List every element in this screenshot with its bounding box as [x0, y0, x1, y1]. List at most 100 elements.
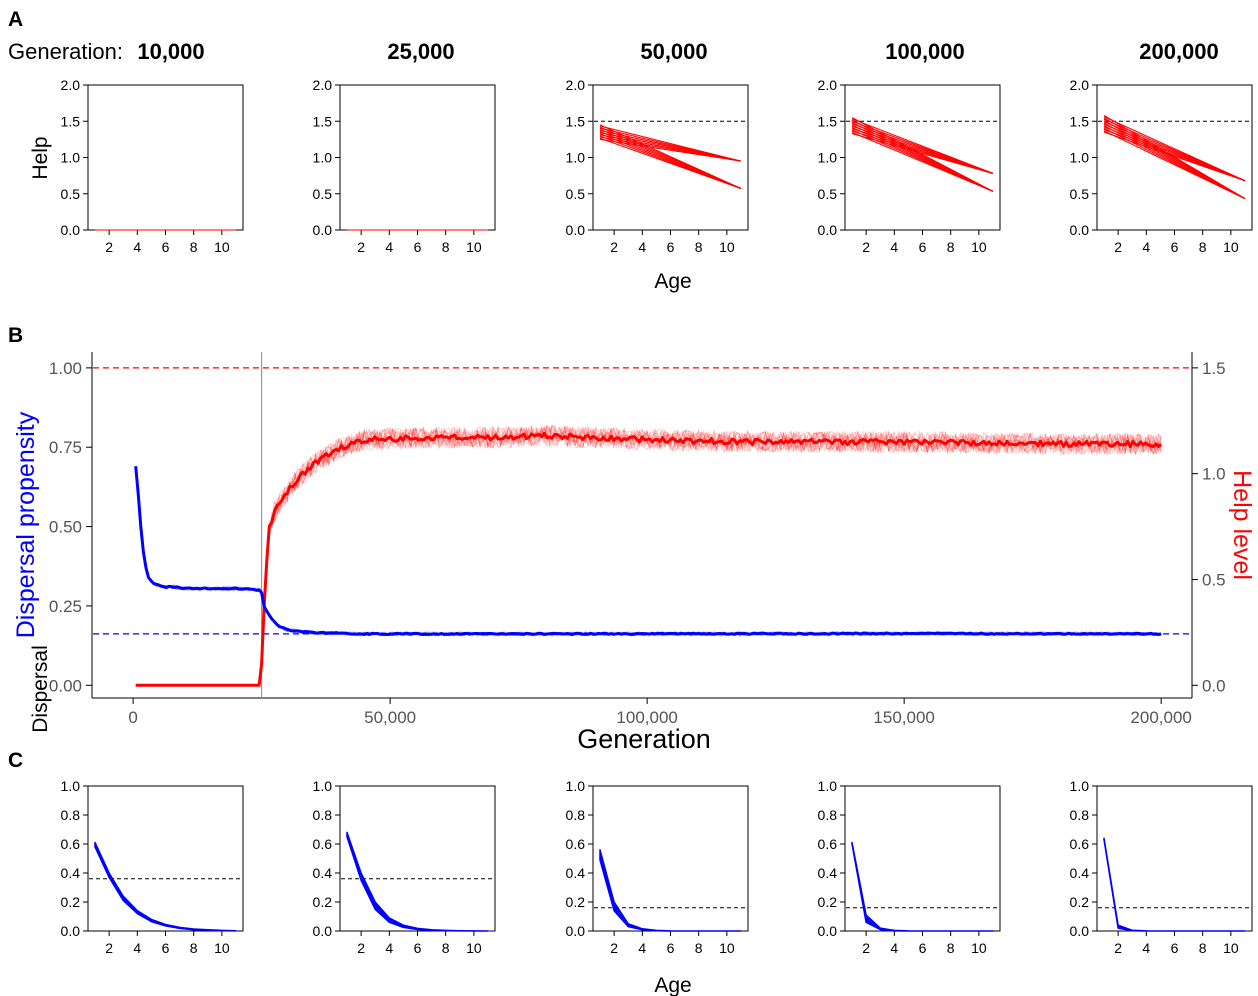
help-replicate-line: [135, 425, 1162, 686]
x-tick-label: 2: [357, 239, 365, 255]
dispersal-frame-5: [1096, 785, 1253, 932]
x-tick-label: 4: [133, 239, 141, 255]
y-tick-label: 2.0: [566, 77, 586, 93]
y-tick-label: 0.6: [1070, 836, 1090, 852]
x-tick-label: 4: [1142, 940, 1150, 956]
help-plot-5: 0.0 0.5 1.0 1.5 2.0 2 4 6 8 10: [1070, 77, 1253, 255]
x-tick-label: 10: [1223, 940, 1239, 956]
x-tick-label: 100,000: [616, 708, 677, 727]
y-tick-label: 1.5: [61, 113, 81, 129]
x-tick-label: 4: [385, 239, 393, 255]
x-tick-label: 10: [466, 239, 482, 255]
x-tick-label: 6: [919, 940, 927, 956]
y-tick-label: 0.8: [1070, 807, 1090, 823]
x-tick-label: 4: [638, 239, 646, 255]
y-tick-label: 0.8: [566, 807, 586, 823]
x-tick-label: 4: [385, 940, 393, 956]
panel-label-a: A: [8, 8, 23, 31]
dispersal-band: [94, 841, 237, 932]
y-tick-label: 1.0: [566, 150, 586, 166]
x-tick-label: 8: [442, 239, 450, 255]
y-tick-label: 0.5: [1070, 186, 1090, 202]
x-tick-label: 2: [357, 940, 365, 956]
y-tick-label: 2.0: [818, 77, 838, 93]
x-tick-label: 4: [638, 940, 646, 956]
x-tick-label: 8: [190, 239, 198, 255]
y-tick-label: 0.0: [313, 923, 333, 939]
y-tick-label: 0.00: [49, 676, 82, 695]
y-tick-label: 0.2: [313, 894, 333, 910]
y-tick-label: 1.5: [818, 113, 838, 129]
y-tick-label: 0.5: [818, 186, 838, 202]
y-tick-label: 0.4: [566, 865, 586, 881]
y-tick-label: 0.4: [61, 865, 81, 881]
y-tick-label: 1.5: [313, 113, 333, 129]
help-frame-2: [339, 84, 496, 231]
help-line: [1103, 116, 1246, 182]
y-tick-label: 0.4: [1070, 865, 1090, 881]
help-plot-1: 0.0 0.5 1.0 1.5 2.0 2 4 6 8 10: [61, 77, 244, 255]
y-tick-label: 0.0: [61, 923, 81, 939]
y-tick-label: 1.0: [313, 778, 333, 794]
dispersal-propensity-axis-title: Dispersal propensity: [12, 411, 40, 638]
help-plot-3: 0.0 0.5 1.0 1.5 2.0 2 4 6 8 10: [566, 77, 749, 255]
dispersal-plot-2: 0.0 0.2 0.4 0.6 0.8 1.0 2 4 6 8 10: [313, 778, 496, 956]
generation-timeseries-panel: 0.00 0.25 0.50 0.75 1.00 0.0 0.5 1.0 1.5 0 50,000 1…: [49, 352, 1226, 727]
help-replicate-line: [135, 425, 1162, 686]
x-tick-label: 10: [971, 940, 987, 956]
y-tick-label: 1.0: [566, 778, 586, 794]
x-tick-label: 6: [919, 239, 927, 255]
y-tick-label: 0.0: [818, 222, 838, 238]
help-line: [851, 118, 994, 174]
y-tick-label: 0.25: [49, 597, 82, 616]
y-tick-label: 0.2: [1070, 894, 1090, 910]
y-tick-label: 0.8: [313, 807, 333, 823]
x-tick-label: 8: [1199, 239, 1207, 255]
help-replicate-line: [135, 424, 1162, 686]
x-tick-label: 10: [466, 940, 482, 956]
y-tick-label: 1.0: [818, 150, 838, 166]
dispersal-plot-1: 0.0 0.2 0.4 0.6 0.8 1.0 2 4 6 8 10: [61, 778, 244, 956]
y-tick-label: 2.0: [313, 77, 333, 93]
y-tick-label: 0.0: [566, 923, 586, 939]
y-tick-label: 1.0: [313, 150, 333, 166]
dispersal-band: [599, 849, 742, 932]
x-tick-label: 4: [1142, 239, 1150, 255]
x-tick-label: 10: [719, 239, 735, 255]
y-tick-label: 2.0: [1070, 77, 1090, 93]
y-tick-label: 0.0: [566, 222, 586, 238]
dispersal-band: [1103, 837, 1246, 932]
help-replicate-line: [135, 425, 1162, 686]
help-replicate-line: [135, 425, 1162, 686]
panel-label-c: C: [8, 749, 23, 772]
generation-label: Generation:: [8, 39, 123, 64]
dispersal-plot-5: 0.0 0.2 0.4 0.6 0.8 1.0 2 4 6 8 10: [1070, 778, 1253, 956]
generation-title-5: 200,000: [1139, 39, 1219, 64]
y-tick-label: 0.0: [313, 222, 333, 238]
help-mean-line: [135, 431, 1163, 687]
panel-label-b: B: [8, 324, 23, 347]
x-tick-label: 8: [190, 940, 198, 956]
dispersal-axis-title: Dispersal: [29, 645, 52, 733]
x-tick-label: 200,000: [1130, 708, 1191, 727]
age-axis-title-a: Age: [654, 270, 691, 293]
generation-title-1: 10,000: [137, 39, 204, 64]
x-tick-label: 150,000: [873, 708, 934, 727]
y-tick-label: 0.6: [313, 836, 333, 852]
generation-title-4: 100,000: [885, 39, 965, 64]
x-tick-label: 8: [695, 940, 703, 956]
x-tick-label: 10: [1223, 239, 1239, 255]
dispersal-plot-4: 0.0 0.2 0.4 0.6 0.8 1.0 2 4 6 8 10: [818, 778, 1001, 956]
help-line: [851, 117, 994, 192]
y-tick-label: 0.5: [313, 186, 333, 202]
help-line: [599, 125, 742, 162]
x-tick-label: 6: [1171, 940, 1179, 956]
x-tick-label: 2: [862, 940, 870, 956]
x-tick-label: 2: [862, 239, 870, 255]
dispersal-band: [346, 831, 489, 932]
y-tick-label: 0.50: [49, 518, 82, 537]
help-replicate-line: [135, 425, 1162, 686]
y-tick-label: 1.0: [61, 150, 81, 166]
y-tick-label: 0.5: [61, 186, 81, 202]
y-tick-label: 0.4: [313, 865, 333, 881]
